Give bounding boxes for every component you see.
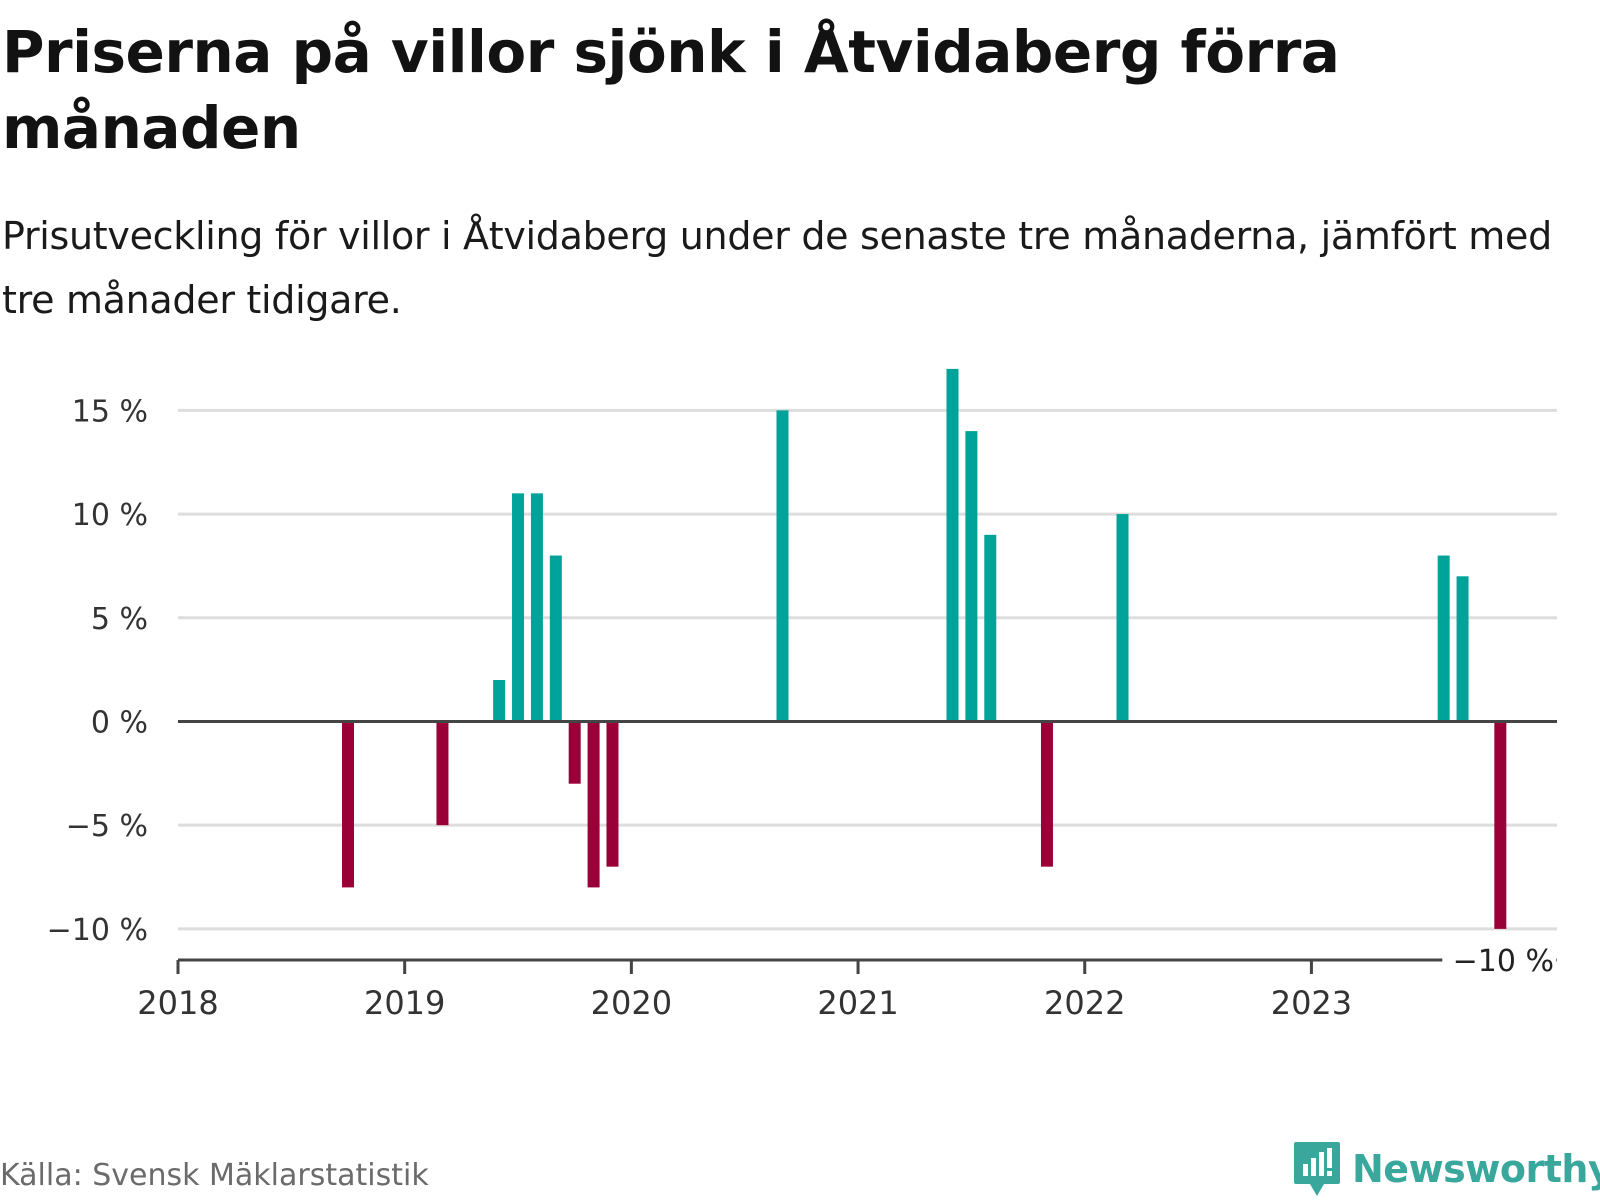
bar	[568, 721, 581, 784]
newsworthy-logo-icon	[1294, 1142, 1340, 1196]
y-tick-label: −10 %	[47, 913, 148, 948]
bar	[493, 680, 506, 722]
bar	[530, 493, 543, 722]
chart-title: Priserna på villor sjönk i Åtvidaberg fö…	[2, 18, 1340, 162]
bar	[436, 721, 449, 826]
bar-chart: −10 % −5 % 0 % 5 % 10 % 15 % 2018 2019 2020 2021…	[47, 368, 1557, 1022]
y-tick-label: 0 %	[91, 705, 148, 740]
x-tick-label: 2020	[591, 984, 672, 1022]
x-tick-label: 2018	[137, 984, 218, 1022]
bar	[606, 721, 619, 867]
bars	[342, 368, 1507, 929]
y-tick-label: −5 %	[66, 809, 148, 844]
bar	[776, 410, 789, 722]
gridlines	[178, 408, 1557, 931]
data-label: −10 %	[1453, 944, 1554, 979]
bar	[984, 534, 997, 722]
x-tick-label: 2019	[364, 984, 445, 1022]
bar	[1494, 721, 1507, 929]
y-axis-ticks: −10 % −5 % 0 % 5 % 10 % 15 %	[47, 394, 148, 948]
y-tick-label: 10 %	[72, 498, 148, 533]
bar	[946, 368, 959, 722]
bar	[1437, 555, 1450, 722]
chart-subtitle: Prisutveckling för villor i Åtvidaberg u…	[2, 214, 1552, 322]
bar	[1116, 514, 1129, 722]
bar	[549, 555, 562, 722]
source-note: Källa: Svensk Mäklarstatistik	[0, 1158, 429, 1193]
y-tick-label: 5 %	[91, 602, 148, 637]
x-tick-label: 2023	[1271, 984, 1352, 1022]
annotation-background	[1442, 940, 1557, 980]
bar	[342, 721, 355, 888]
brand-name: Newsworthy	[1352, 1147, 1600, 1191]
x-tick-label: 2022	[1044, 984, 1125, 1022]
bar	[1456, 576, 1469, 722]
x-axis: 2018 2019 2020 2021 2022 2023	[137, 719, 1557, 1022]
bar	[965, 431, 978, 722]
annotations: −10 %	[1442, 940, 1557, 980]
brand-logo: Newsworthy	[1292, 1140, 1600, 1198]
bar	[512, 493, 525, 722]
bar	[587, 721, 600, 888]
x-tick-label: 2021	[817, 984, 898, 1022]
bar	[1040, 721, 1053, 867]
y-tick-label: 15 %	[72, 394, 148, 429]
